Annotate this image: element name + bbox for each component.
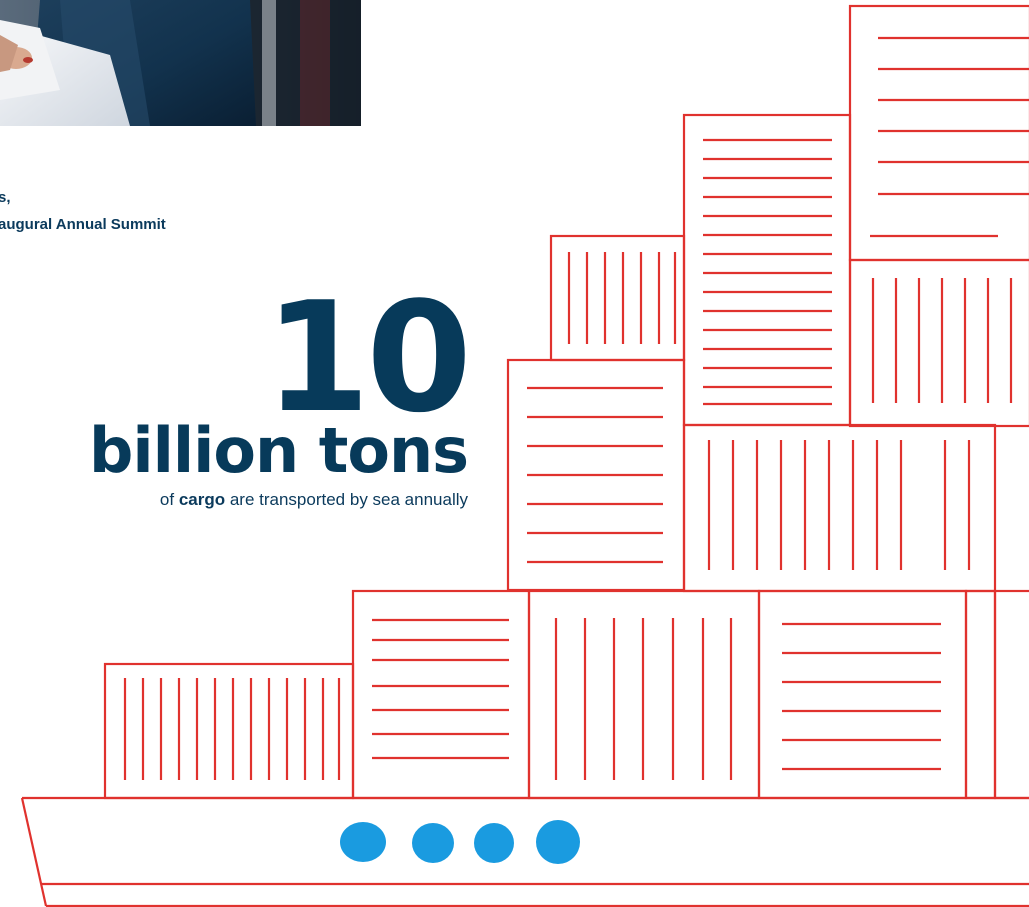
- portholes: [340, 820, 580, 864]
- container-small-vertical: [549, 234, 686, 362]
- stat-description: of cargo are transported by sea annually: [89, 488, 468, 512]
- container-tall-center: [682, 113, 852, 427]
- porthole-1: [340, 822, 386, 862]
- photo-crop: [0, 0, 361, 126]
- container-bottom-edge-2: [993, 589, 1029, 800]
- porthole-4: [536, 820, 580, 864]
- container-top-right: [848, 4, 1029, 262]
- container-bottom-horizontal: [351, 589, 531, 800]
- stat-description-emphasis: cargo: [178, 490, 226, 509]
- porthole-3: [474, 823, 514, 863]
- container-right-vertical: [848, 258, 1029, 428]
- container-bottom-right: [757, 589, 968, 800]
- container-bottom-edge: [964, 589, 997, 800]
- caption-line-2: augural Annual Summit: [0, 216, 166, 233]
- ship-bow-line: [20, 797, 48, 907]
- container-wide-vertical: [682, 423, 997, 593]
- stat-number: 10: [264, 269, 472, 446]
- stat-unit: billion tons: [89, 414, 469, 487]
- porthole-2: [412, 823, 454, 863]
- stat-description-suffix: are transported by sea annually: [225, 490, 468, 509]
- event-caption: s, augural Annual Summit: [0, 184, 166, 238]
- cargo-statistic: 10 billion tons of cargo are transported…: [89, 269, 472, 512]
- stat-description-prefix: of: [159, 490, 179, 509]
- photo-image: [0, 0, 361, 126]
- caption-line-1: s,: [0, 189, 11, 206]
